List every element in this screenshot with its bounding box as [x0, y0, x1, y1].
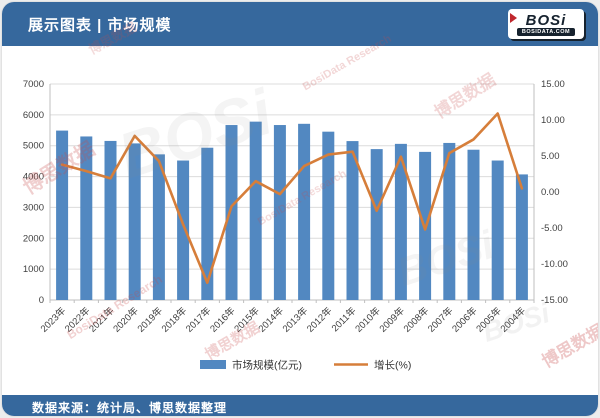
bar-2006年 [467, 149, 480, 300]
bar-2017年 [201, 147, 214, 300]
bar-2015年 [249, 121, 262, 300]
bosi-logo[interactable]: BOSi BOSIDATA.COM [508, 9, 584, 39]
x-axis-label: 2007年 [425, 304, 456, 335]
logo-text: BOSi [525, 11, 567, 29]
y-axis-right-tick: -10.00 [541, 259, 568, 270]
y-axis-right-tick: 10.00 [541, 115, 565, 126]
y-axis-right-tick: 5.00 [541, 151, 560, 162]
x-axis-label: 2004年 [498, 304, 529, 335]
logo-flag-icon [510, 13, 517, 23]
bar-2012年 [322, 131, 335, 300]
bar-2018年 [177, 160, 190, 300]
y-axis-right-tick: -15.00 [541, 295, 568, 306]
bar-2019年 [152, 154, 165, 300]
legend-bar-label: 市场规模(亿元) [232, 359, 302, 372]
y-axis-left-tick: 2000 [23, 233, 44, 244]
legend-line-label: 增长(%) [374, 359, 411, 372]
bar-2009年 [394, 143, 407, 300]
bar-2023年 [56, 130, 69, 300]
header-bar: 展示图表 | 市场规模 BOSi BOSIDATA.COM [2, 2, 598, 46]
y-axis-left-tick: 5000 [23, 141, 44, 152]
bar-2005年 [491, 160, 504, 300]
y-axis-left-tick: 1000 [23, 264, 44, 275]
x-axis-label: 2009年 [377, 304, 408, 335]
x-axis-label: 2016年 [207, 304, 238, 335]
bar-2013年 [298, 123, 311, 300]
x-axis-label: 2020年 [111, 304, 142, 335]
y-axis-left-tick: 6000 [23, 110, 44, 121]
x-axis-label: 2010年 [353, 304, 384, 335]
x-axis-label: 2013年 [280, 304, 311, 335]
y-axis-left-tick: 7000 [23, 79, 44, 90]
y-axis-right-tick: 15.00 [541, 79, 565, 90]
x-axis-label: 2023年 [38, 304, 69, 335]
x-axis-label: 2012年 [304, 304, 335, 335]
bar-2011年 [346, 141, 359, 300]
x-axis-label: 2018年 [159, 304, 190, 335]
x-axis-label: 2021年 [86, 304, 117, 335]
bar-2016年 [225, 125, 238, 300]
x-axis-label: 2014年 [256, 304, 287, 335]
y-axis-right-tick: 0.00 [541, 187, 560, 198]
bar-2007年 [443, 142, 456, 300]
x-axis-label: 2022年 [62, 304, 93, 335]
market-size-growth-chart: 0 1000 2000 3000 4000 5000 6000 7000 -15.00 -10.0… [23, 79, 568, 372]
y-axis-right-tick: -5.00 [541, 223, 563, 234]
y-axis-left-tick: 0 [39, 295, 44, 306]
x-axis-label: 2005年 [474, 304, 505, 335]
bar-2004年 [515, 174, 528, 300]
x-axis-label: 2017年 [183, 304, 214, 335]
x-axis-label: 2015年 [232, 304, 263, 335]
chart-area: 0 1000 2000 3000 4000 5000 6000 7000 -15.00 -10.0… [2, 46, 598, 395]
bar-2020年 [128, 143, 141, 300]
footer-bar: 数据来源：统计局、博思数据整理 [2, 395, 598, 416]
growth-line [60, 112, 524, 285]
bar-2022年 [80, 136, 93, 300]
x-axis-label: 2006年 [449, 304, 480, 335]
x-axis-label: 2019年 [135, 304, 166, 335]
legend-bar-swatch [200, 360, 226, 369]
y-axis-left-tick: 3000 [23, 202, 44, 213]
x-axis-label: 2008年 [401, 304, 432, 335]
x-axis-label: 2011年 [329, 304, 359, 334]
data-source-text: 数据来源：统计局、博思数据整理 [32, 401, 228, 415]
y-axis-left-tick: 4000 [23, 172, 44, 183]
page-title: 展示图表 | 市场规模 [28, 16, 172, 34]
bar-2014年 [273, 125, 286, 300]
bar-2021年 [104, 140, 117, 300]
bar-2010年 [370, 149, 383, 300]
logo-domain: BOSIDATA.COM [516, 27, 576, 36]
